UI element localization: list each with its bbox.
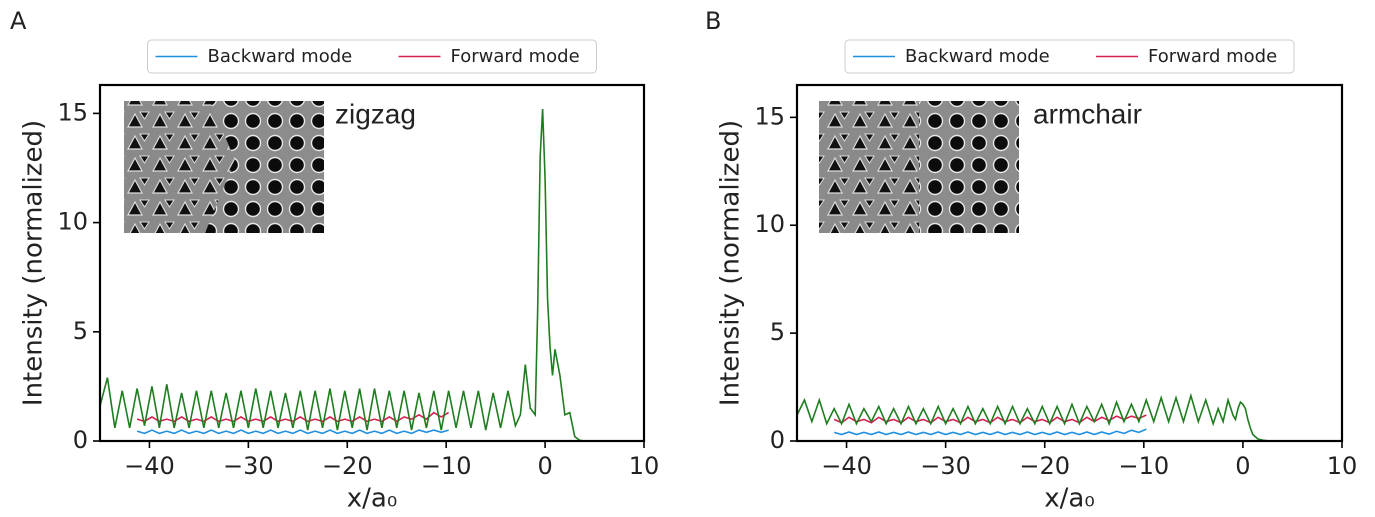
- y-tick-label: 5: [73, 317, 88, 345]
- series-line: [833, 428, 1147, 436]
- x-tick-label: −30: [920, 452, 971, 480]
- y-tick-label: 0: [770, 426, 785, 454]
- panel-label: B: [705, 7, 721, 35]
- series-line: [797, 392, 1283, 441]
- inset-image: [124, 101, 324, 233]
- panel-label: A: [10, 7, 27, 35]
- legend-label: Backward mode: [208, 46, 353, 67]
- legend-label: Forward mode: [451, 46, 580, 67]
- y-tick-label: 0: [73, 426, 88, 454]
- x-tick-label: 0: [1235, 452, 1250, 480]
- x-tick-label: 10: [629, 452, 660, 480]
- plot-frame: [98, 83, 646, 443]
- y-tick-label: 10: [57, 208, 88, 236]
- legend-box: [147, 39, 597, 74]
- series-line: [136, 429, 449, 435]
- inset-image: [819, 101, 1019, 233]
- annotation: armchair: [1033, 98, 1142, 129]
- series-line: [100, 108, 585, 441]
- y-tick-label: 5: [770, 318, 785, 346]
- x-tick-label: −30: [223, 452, 274, 480]
- x-tick-label: 0: [537, 452, 552, 480]
- annotation: zigzag: [335, 98, 416, 129]
- y-axis-label: Intensity (normalized): [716, 120, 746, 406]
- x-tick-label: −10: [1118, 452, 1169, 480]
- x-axis-label: x/a₀: [1044, 484, 1095, 514]
- x-tick-label: −10: [421, 452, 472, 480]
- x-tick-label: 10: [1327, 452, 1358, 480]
- x-tick-label: −20: [322, 452, 373, 480]
- legend-label: Backward mode: [905, 46, 1050, 67]
- y-tick-label: 15: [57, 98, 88, 126]
- x-tick-label: −20: [1019, 452, 1070, 480]
- y-tick-label: 10: [754, 210, 785, 238]
- legend-label: Forward mode: [1148, 46, 1277, 67]
- y-tick-label: 15: [754, 102, 785, 130]
- plot-frame: [795, 83, 1344, 443]
- x-tick-label: −40: [124, 452, 175, 480]
- y-axis-label: Intensity (normalized): [19, 120, 49, 406]
- x-axis-label: x/a₀: [347, 484, 398, 514]
- legend-box: [844, 39, 1295, 74]
- series-line: [136, 411, 450, 423]
- x-tick-label: −40: [821, 452, 872, 480]
- series-line: [833, 414, 1147, 424]
